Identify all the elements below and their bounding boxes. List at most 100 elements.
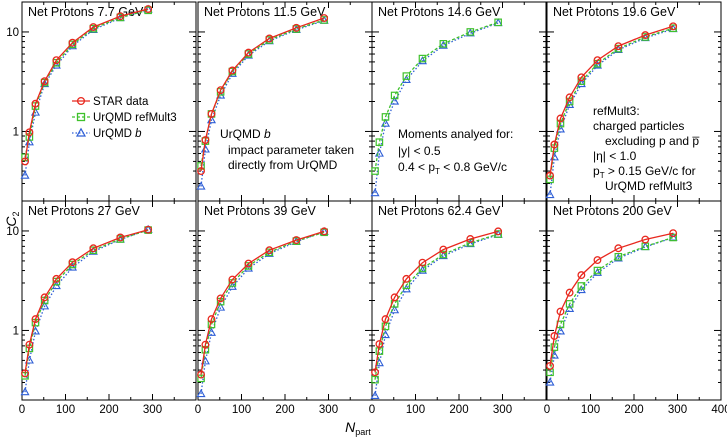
refmult-data-point <box>418 54 427 63</box>
star-data-point <box>577 271 586 280</box>
star-data-point <box>31 315 40 324</box>
star-series-line <box>200 230 325 375</box>
x-axis-title: Npart <box>345 419 371 437</box>
refmult-data-point <box>494 18 502 27</box>
x-tick-label: 300 <box>143 404 162 416</box>
b-series-line <box>24 229 149 393</box>
refmult-data-point <box>197 374 205 383</box>
star-data-point <box>201 136 210 144</box>
x-tick-label: 400 <box>711 404 727 416</box>
star-data-point <box>21 157 29 166</box>
x-tick-label: 100 <box>581 404 600 416</box>
note-moments-line1: Moments analyed for: <box>398 127 513 141</box>
panel-5: Net Protons 27 GeV 0 100 200 300 1 10 <box>6 200 197 416</box>
star-data-point <box>556 307 565 316</box>
refmult-data-point <box>371 167 379 175</box>
b-data-point <box>370 390 380 400</box>
star-data-point <box>546 361 554 370</box>
y-tick-label: 10 <box>6 226 19 238</box>
star-data-point <box>201 340 210 349</box>
star-data-point <box>25 128 34 137</box>
panel-title: Net Protons 200 GeV <box>553 204 672 218</box>
star-data-point <box>494 227 503 236</box>
panel-4: Net Protons 19.6 GeV <box>545 1 722 202</box>
refmult-series-line <box>549 27 674 180</box>
x-tick-label: 200 <box>449 404 468 416</box>
y-tick-label: 10 <box>6 27 19 39</box>
star-data-point <box>207 315 216 324</box>
x-tick-label: 0 <box>195 404 201 416</box>
note-refmult3-line3: excluding p and p̅ <box>605 134 700 148</box>
star-data-point <box>244 259 253 268</box>
star-data-point <box>375 340 384 349</box>
star-data-point <box>244 48 253 57</box>
note-urqmd-b-title: UrQMD b <box>220 127 271 141</box>
star-data-point <box>565 93 574 102</box>
panel-7: Net Protons 62.4 GeV 0 100 200 300 <box>369 200 547 416</box>
star-series-line <box>200 17 325 172</box>
star-data-point <box>68 258 77 267</box>
star-data-point <box>265 34 274 43</box>
refmult-data-point <box>375 138 384 146</box>
refmult-data-point <box>550 343 559 351</box>
panel-6: Net Protons 39 GeV 0 100 200 300 <box>195 200 373 416</box>
note-refmult3-line2: charged particles <box>593 119 684 133</box>
star-data-point <box>31 99 40 108</box>
star-data-point <box>21 369 29 378</box>
star-data-point <box>144 225 153 234</box>
star-data-point <box>216 294 225 303</box>
x-tick-label: 0 <box>369 404 375 416</box>
legend-item-refmult: UrQMD refMult3 <box>72 112 177 124</box>
legend-refmult-label: UrQMD refMult3 <box>93 112 177 124</box>
panel-title: Net Protons 39 GeV <box>204 204 317 218</box>
refmult-data-point <box>614 252 623 261</box>
b-data-point <box>545 190 555 199</box>
note-refmult3-line5: pT > 0.15 GeV/c for <box>593 164 696 180</box>
star-data-point <box>546 171 554 180</box>
y-tick-label: 1 <box>13 126 19 138</box>
note-moments-line3: 0.4 < pT < 0.8 GeV/c <box>398 160 507 176</box>
x-tick-label: 0 <box>544 404 550 416</box>
star-data-point <box>320 227 329 236</box>
star-data-point <box>614 42 623 51</box>
refmult-data-point <box>565 300 574 308</box>
b-data-point <box>20 170 30 179</box>
star-data-point <box>550 140 559 149</box>
star-data-point <box>116 233 125 242</box>
panel-title: Net Protons 19.6 GeV <box>553 5 676 19</box>
star-data-point <box>371 368 379 377</box>
star-data-point <box>669 229 678 238</box>
star-data-point <box>197 370 205 379</box>
star-data-point <box>418 258 427 267</box>
star-series-line <box>24 8 149 162</box>
star-data-point <box>292 23 301 32</box>
refmult-data-point <box>439 40 448 48</box>
legend-refmult-marker <box>76 112 86 122</box>
b-series-line <box>549 236 674 383</box>
star-data-point <box>614 244 623 253</box>
star-data-point <box>197 167 205 175</box>
star-series-line <box>549 25 674 176</box>
star-data-point <box>25 340 34 349</box>
b-data-point <box>196 389 206 398</box>
x-tick-label: 200 <box>99 404 118 416</box>
refmult-data-point <box>418 264 427 273</box>
star-data-point <box>89 244 98 253</box>
x-tick-label: 300 <box>319 404 338 416</box>
star-data-point <box>207 109 216 118</box>
refmult-data-point <box>439 250 448 259</box>
x-tick-label: 0 <box>19 404 25 416</box>
refmult-data-point <box>577 282 586 290</box>
star-data-point <box>216 86 225 95</box>
y-tick-label: 1 <box>13 325 19 337</box>
star-data-point <box>228 275 237 284</box>
star-data-point <box>593 256 602 264</box>
star-data-point <box>40 77 49 86</box>
legend: STAR data UrQMD refMult3 UrQMD b <box>72 96 177 140</box>
refmult-data-point <box>371 375 379 384</box>
star-data-point <box>68 38 77 47</box>
star-data-point <box>439 245 448 254</box>
star-series-line <box>549 232 674 366</box>
note-moments: Moments analyed for: |y| < 0.5 0.4 < pT … <box>398 127 513 176</box>
